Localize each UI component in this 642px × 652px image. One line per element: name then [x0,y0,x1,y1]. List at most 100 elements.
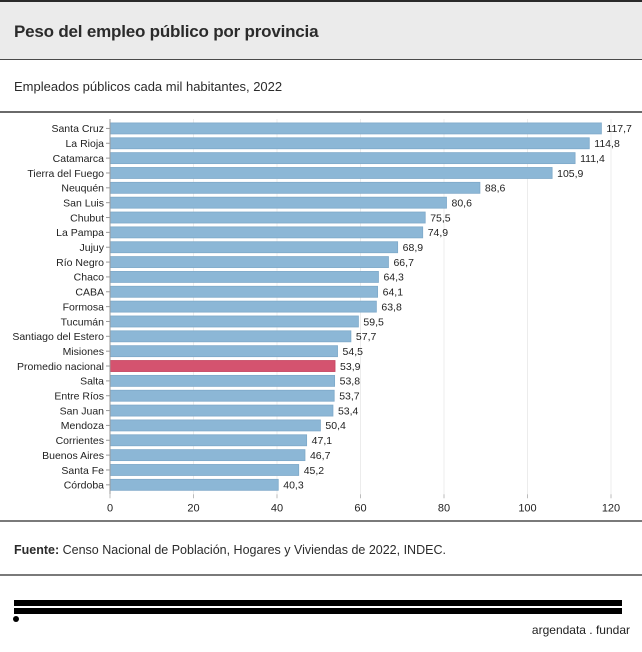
data-label: 111,4 [580,153,605,165]
data-label: 50,4 [325,420,346,432]
y-tick-label: Chubut [70,212,104,224]
x-tick-label: 40 [271,502,283,514]
chart-title: Peso del empleo público por provincia [14,22,319,41]
data-label: 57,7 [356,331,377,343]
data-label: 54,5 [343,346,364,358]
y-tick-label: San Luis [63,197,104,209]
y-tick-label: Neuquén [61,183,104,195]
bar [109,226,424,239]
y-tick-label: Mendoza [61,420,104,432]
bar-highlight [109,360,336,372]
bar [109,404,334,417]
brand-logo: argendata . fundar [531,623,630,637]
data-label: 53,4 [338,405,359,417]
y-tick-label: Promedio nacional [17,361,104,373]
chart-subtitle: Empleados públicos cada mil habitantes, … [14,79,283,94]
data-label: 74,9 [428,227,449,239]
bar [109,478,279,491]
bar [109,196,447,209]
y-tick-label: San Juan [60,405,105,417]
source-text: Censo Nacional de Población, Hogares y V… [59,543,446,557]
y-axis-labels: Santa Cruz La Rioja Catamarca Tierra del Fu… [12,123,110,492]
value-labels: 117,7 114,8 111,4 105,9 88,6 80,675,5 74,9 68,9… [283,123,632,491]
y-tick-label: Salta [80,376,104,388]
bar [109,256,389,268]
bar [109,137,590,150]
y-tick-label: Córdoba [64,480,104,492]
data-label: 68,9 [403,242,424,254]
x-tick-label: 100 [518,502,536,514]
data-label: 105,9 [557,168,583,180]
data-label: 88,6 [485,183,506,195]
bar [109,449,306,462]
y-tick-label: Entre Ríos [54,391,104,403]
data-label: 63,8 [381,301,402,313]
divider [0,520,642,522]
x-tick-label: 0 [107,502,113,514]
data-label: 45,2 [304,465,325,477]
header-panel: Peso del empleo público por provincia [0,2,642,60]
bar [109,181,481,194]
y-tick-label: Buenos Aires [42,450,104,462]
logo-bar-bottom [14,608,622,614]
y-tick-label: La Pampa [56,227,104,239]
bar [109,285,379,298]
y-tick-label: Misiones [63,346,104,358]
y-tick-label: Santa Fe [61,465,104,477]
bar-chart: Santa Cruz La Rioja Catamarca Tierra del Fu… [12,119,632,514]
divider [0,574,642,576]
bar [109,241,399,254]
data-label: 40,3 [283,480,304,492]
data-label: 53,9 [340,361,361,373]
data-label: 53,8 [340,376,361,388]
data-label: 64,1 [383,287,404,299]
bars [109,122,602,491]
x-tick-label: 60 [354,502,366,514]
data-label: 75,5 [430,212,451,224]
bar [109,464,300,476]
x-tick-label: 80 [438,502,450,514]
logo-dot [13,616,19,622]
y-tick-label: Tucumán [61,316,105,328]
y-tick-label: Santiago del Estero [12,331,104,343]
data-label: 66,7 [393,257,414,269]
y-tick-label: CABA [75,287,104,299]
y-tick-label: Santa Cruz [51,123,104,135]
y-tick-label: Corrientes [56,435,104,447]
bar [109,345,338,358]
bar [109,300,377,313]
x-tick-label: 20 [187,502,199,514]
y-tick-label: Tierra del Fuego [27,168,104,180]
data-label: 59,5 [363,316,384,328]
bar [109,315,359,328]
bar [109,271,379,283]
data-label: 53,7 [339,391,360,403]
top-border [0,0,642,2]
data-label: 46,7 [310,450,331,462]
y-tick-label: Jujuy [79,242,104,254]
source-note: Fuente: Censo Nacional de Población, Hog… [14,543,446,557]
source-label: Fuente: [14,543,60,557]
divider [0,111,642,113]
bar [109,419,321,432]
y-tick-label: Río Negro [56,257,104,269]
bar [109,434,308,447]
bar [109,389,335,402]
data-label: 117,7 [606,123,632,135]
bar [109,167,553,179]
bar [109,152,576,165]
data-label: 80,6 [452,197,473,209]
y-tick-label: Chaco [74,272,105,284]
bar [109,330,352,343]
x-axis: 0 20 40 60 80 100 120 [107,119,620,514]
bar [109,211,426,224]
bar [109,374,336,387]
bar [109,122,602,135]
y-tick-label: Formosa [63,301,105,313]
data-label: 64,3 [383,272,404,284]
x-tick-label: 120 [602,502,620,514]
data-label: 114,8 [594,138,620,150]
y-tick-label: Catamarca [53,153,105,165]
logo-bar-top [14,600,622,606]
y-tick-label: La Rioja [65,138,104,150]
